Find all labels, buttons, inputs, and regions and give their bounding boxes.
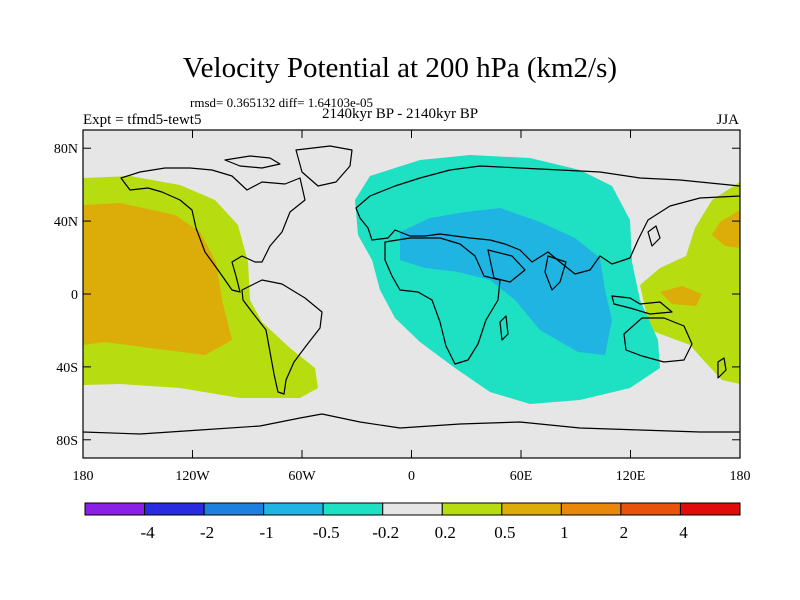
strong-positive-west [83,203,232,355]
colorbar-label: 2 [620,523,629,542]
experiment-label: Expt = tfmd5-tewt5 [83,112,202,128]
coastline-eurasia [355,165,740,275]
colorbar-box [382,502,443,516]
lon-tick-label: 0 [408,469,415,484]
coastline-antarctica [83,413,740,435]
colorbar-label: -0.2 [372,523,399,542]
strong-positive-east [712,210,740,248]
colorbar-box [441,502,503,516]
chart-title: Velocity Potential at 200 hPa (km2/s) [182,52,618,84]
colorbar-label: -4 [140,523,155,542]
lon-tick-label: 180 [73,469,94,484]
colorbar-label: -2 [200,523,214,542]
coastline-indonesia [611,295,673,315]
stats-label: rmsd= 0.365132 diff= 1.64103e-05 [190,95,374,110]
colorbar-box [263,502,324,516]
coastline-greenland [295,145,353,187]
colorbar-label: 0.2 [435,523,456,542]
coastline-madagascar [499,315,509,341]
coastline-arabia [487,249,526,283]
lat-tick-label: 80N [54,142,78,157]
colorbar-box [203,502,265,516]
colorbar-box [144,502,205,516]
lon-tick-label: 60W [288,469,316,484]
colorbar-box [620,502,681,516]
lon-tick-label: 120W [175,469,210,484]
latitude-labels: 80N 40N 0 40S 80S [54,142,78,449]
coastline-india [544,255,567,291]
coastline-canadian-archipelago [224,155,281,169]
colorbar-labels: -4 -2 -1 -0.5 -0.2 0.2 0.5 1 2 4 [140,523,688,542]
colorbar-label: 0.5 [494,523,515,542]
lat-tick-label: 0 [71,288,78,303]
colorbar-label: 4 [679,523,688,542]
axis-ticks [82,130,741,458]
coastline-south-america [241,279,323,395]
coastline-japan [647,225,661,247]
longitude-labels: 180 120W 60W 0 60E 120E 180 [73,469,751,484]
coastlines [83,145,740,435]
colorbar-label: -0.5 [313,523,340,542]
lon-tick-label: 180 [730,469,751,484]
strong-positive-east-small [660,286,702,306]
coastline-africa [384,237,501,365]
colorbar-box [322,502,384,516]
coastline-north-america [120,167,306,293]
colorbar-box [501,502,562,516]
lon-tick-label: 60E [510,469,533,484]
coastline-new-zealand [717,357,727,379]
colorbar-label: 1 [560,523,569,542]
lat-tick-label: 40S [56,361,78,376]
coastline-australia [623,317,693,363]
period-label: 2140kyr BP - 2140kyr BP [322,106,479,122]
shaded-field [83,130,740,458]
colorbar-box [560,502,622,516]
lon-tick-label: 120E [616,469,646,484]
colorbar-label: -1 [260,523,274,542]
season-label: JJA [716,112,739,128]
lat-tick-label: 80S [56,434,78,449]
colorbar-box [84,502,146,516]
colorbar [84,502,741,516]
colorbar-box [679,502,741,516]
lat-tick-label: 40N [54,215,78,230]
